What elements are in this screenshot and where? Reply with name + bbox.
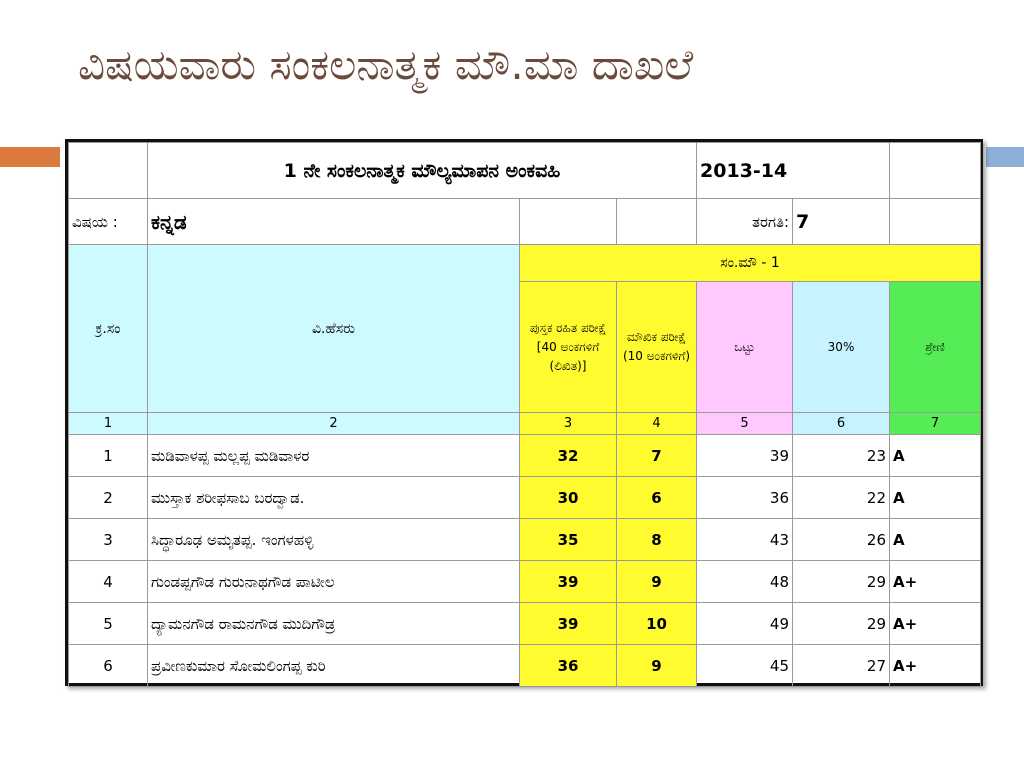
header-grade: ಶ್ರೇಣಿ <box>889 281 982 413</box>
class-value: 7 <box>792 198 891 245</box>
accent-bar-right <box>986 147 1024 167</box>
cell-written-mark: 30 <box>519 476 617 519</box>
table-row: 4 ಗುಂಡಪ್ಪಗೌಡ ಗುರುನಾಥಗೌಡ ಪಾಟೀಲ 39 9 48 29… <box>68 560 982 603</box>
subject-value: ಕನ್ನಡ <box>147 198 520 245</box>
cell-sl-no: 3 <box>68 518 148 561</box>
cell-oral-mark: 9 <box>615 644 698 687</box>
cell-sl-no: 1 <box>68 434 148 477</box>
cell-oral-mark: 7 <box>615 434 698 477</box>
header-name: ವಿ.ಹೆಸರು <box>147 244 520 413</box>
empty-cell <box>68 142 148 199</box>
cell-total: 49 <box>696 602 794 645</box>
column-number: 1 <box>68 412 148 435</box>
cell-grade: A <box>889 518 982 561</box>
column-number: 2 <box>147 412 520 435</box>
header-percent: 30% <box>792 281 891 413</box>
empty-cell <box>889 198 982 245</box>
cell-written-mark: 36 <box>519 644 617 687</box>
cell-student-name: ದ್ಯಾಮನಗೌಡ ರಾಮನಗೌಡ ಮುದಿಗೌಡ್ರ <box>147 602 520 645</box>
table-row: 5 ದ್ಯಾಮನಗೌಡ ರಾಮನಗೌಡ ಮುದಿಗೌಡ್ರ 39 10 49 2… <box>68 602 982 645</box>
subject-row: ವಿಷಯ : ಕನ್ನಡ ತರಗತಿ: 7 <box>68 198 982 245</box>
group-header-row: ಕ್ರ.ಸಂ ವಿ.ಹೆಸರು ಸಂ.ಮೌ - 1 <box>68 244 982 413</box>
empty-cell <box>519 198 617 245</box>
cell-total: 36 <box>696 476 794 519</box>
academic-year: 2013-14 <box>696 142 891 199</box>
column-number: 5 <box>696 412 794 435</box>
column-number: 7 <box>889 412 982 435</box>
cell-student-name: ಗುಂಡಪ್ಪಗೌಡ ಗುರುನಾಥಗೌಡ ಪಾಟೀಲ <box>147 560 520 603</box>
cell-oral-mark: 8 <box>615 518 698 561</box>
table-row: 6 ಪ್ರವೀಣಕುಮಾರ ಸೋಮಲಿಂಗಪ್ಪ ಕುರಿ 36 9 45 27… <box>68 644 982 687</box>
empty-cell <box>889 142 982 199</box>
cell-sl-no: 2 <box>68 476 148 519</box>
header-total: ಒಟ್ಟು <box>696 281 794 413</box>
marks-register-table: 1 ನೇ ಸಂಕಲನಾತ್ಮಕ ಮೌಲ್ಯಮಾಪನ ಅಂಕವಹಿ 2013-14… <box>65 139 983 687</box>
cell-sl-no: 4 <box>68 560 148 603</box>
cell-student-name: ಮಡಿವಾಳಪ್ಪ ಮಲ್ಲಪ್ಪ ಮಡಿವಾಳರ <box>147 434 520 477</box>
cell-percent: 27 <box>792 644 891 687</box>
cell-written-mark: 39 <box>519 560 617 603</box>
cell-sl-no: 6 <box>68 644 148 687</box>
cell-grade: A+ <box>889 602 982 645</box>
cell-student-name: ಸಿದ್ಧಾರೂಢ ಅಮೃತಪ್ಪ. ಇಂಗಳಹಳ್ಳಿ <box>147 518 520 561</box>
cell-written-mark: 39 <box>519 602 617 645</box>
cell-grade: A <box>889 434 982 477</box>
accent-bar-left <box>0 147 60 167</box>
cell-percent: 29 <box>792 560 891 603</box>
cell-written-mark: 35 <box>519 518 617 561</box>
header-written-test: ಪುಸ್ತಕ ರಹಿತ ಪರೀಕ್ಷೆ [40 ಅಂಕಗಳಿಗೆ (ಲಿಖಿತ)… <box>519 281 617 413</box>
header-oral-test: ಮೌಖಿಕ ಪರೀಕ್ಷೆ (10 ಅಂಕಗಳಿಗೆ) <box>615 281 698 413</box>
cell-student-name: ಮುಸ್ತಾಕ ಶರೀಫಸಾಬ ಬರದ್ವಾಡ. <box>147 476 520 519</box>
cell-percent: 23 <box>792 434 891 477</box>
column-number: 3 <box>519 412 617 435</box>
table-row: 1 ಮಡಿವಾಳಪ್ಪ ಮಲ್ಲಪ್ಪ ಮಡಿವಾಳರ 32 7 39 23 A <box>68 434 982 477</box>
class-label: ತರಗತಿ: <box>696 198 794 245</box>
table-row: 2 ಮುಸ್ತಾಕ ಶರೀಫಸಾಬ ಬರದ್ವಾಡ. 30 6 36 22 A <box>68 476 982 519</box>
cell-percent: 29 <box>792 602 891 645</box>
cell-written-mark: 32 <box>519 434 617 477</box>
cell-percent: 26 <box>792 518 891 561</box>
slide-title: ವಿಷಯವಾರು ಸಂಕಲನಾತ್ಮಕ ಮೌ.ಮಾ ದಾಖಲೆ <box>78 40 694 89</box>
cell-student-name: ಪ್ರವೀಣಕುಮಾರ ಸೋಮಲಿಂಗಪ್ಪ ಕುರಿ <box>147 644 520 687</box>
cell-oral-mark: 6 <box>615 476 698 519</box>
cell-oral-mark: 9 <box>615 560 698 603</box>
cell-total: 43 <box>696 518 794 561</box>
header-assessment-group: ಸಂ.ಮೌ - 1 <box>518 244 982 282</box>
cell-percent: 22 <box>792 476 891 519</box>
title-row: 1 ನೇ ಸಂಕಲನಾತ್ಮಕ ಮೌಲ್ಯಮಾಪನ ಅಂಕವಹಿ 2013-14 <box>68 142 982 199</box>
column-number: 6 <box>792 412 891 435</box>
column-number: 4 <box>615 412 698 435</box>
column-number-row: 1 2 3 4 5 6 7 <box>68 412 982 435</box>
cell-grade: A+ <box>889 644 982 687</box>
column-header-row: ಪುಸ್ತಕ ರಹಿತ ಪರೀಕ್ಷೆ [40 ಅಂಕಗಳಿಗೆ (ಲಿಖಿತ)… <box>69 281 982 413</box>
cell-oral-mark: 10 <box>615 602 698 645</box>
cell-sl-no: 5 <box>68 602 148 645</box>
table-row: 3 ಸಿದ್ಧಾರೂಢ ಅಮೃತಪ್ಪ. ಇಂಗಳಹಳ್ಳಿ 35 8 43 2… <box>68 518 982 561</box>
cell-grade: A+ <box>889 560 982 603</box>
cell-total: 48 <box>696 560 794 603</box>
cell-grade: A <box>889 476 982 519</box>
register-title: 1 ನೇ ಸಂಕಲನಾತ್ಮಕ ಮೌಲ್ಯಮಾಪನ ಅಂಕವಹಿ <box>146 142 698 199</box>
empty-cell <box>615 198 698 245</box>
subject-label: ವಿಷಯ : <box>68 198 148 245</box>
header-sl-no: ಕ್ರ.ಸಂ <box>68 244 148 413</box>
cell-total: 45 <box>696 644 794 687</box>
cell-total: 39 <box>696 434 794 477</box>
